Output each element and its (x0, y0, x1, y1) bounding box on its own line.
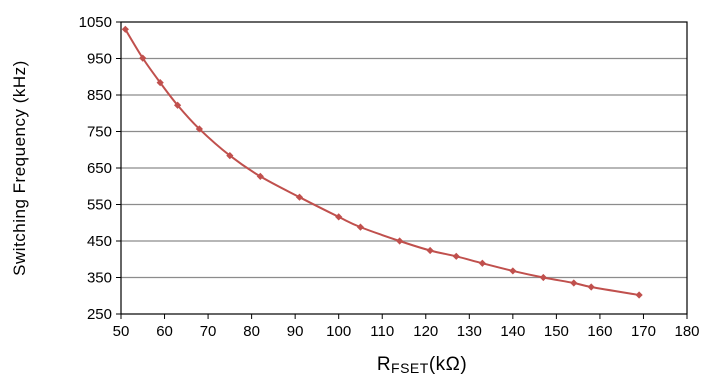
y-axis-label: Switching Frequency (kHz) (10, 60, 29, 276)
data-point (335, 213, 343, 221)
x-tick-label: 170 (631, 323, 656, 340)
x-tick-label: 110 (370, 323, 394, 340)
data-point (509, 267, 517, 275)
data-point (570, 279, 578, 287)
data-point (156, 78, 164, 87)
data-point (452, 252, 460, 260)
data-point (139, 54, 147, 62)
series-line (124, 28, 640, 297)
data-point (478, 259, 486, 267)
data-point (174, 101, 182, 109)
x-tick-label: 150 (544, 323, 569, 340)
data-point (539, 273, 547, 282)
plot-frame (120, 21, 688, 315)
x-tick-label: 90 (287, 323, 304, 340)
x-axis-label-main: R (377, 354, 391, 375)
x-tick-label: 100 (326, 323, 351, 340)
x-axis-label-sub: FSET (391, 360, 429, 376)
data-point (587, 283, 595, 291)
data-point (295, 193, 304, 201)
x-tick-label: 80 (243, 323, 260, 340)
y-tick-labels: 1050 950 850 750 650 550 450 350 250 (79, 14, 112, 323)
x-tick-label: 140 (500, 323, 525, 340)
y-tick-label: 750 (87, 124, 112, 141)
y-tick-label: 350 (87, 270, 112, 287)
x-axis-label: RFSET(kΩ) (377, 354, 467, 376)
grid-lines (116, 21, 688, 319)
series-group (121, 25, 643, 299)
y-tick-label: 550 (87, 197, 112, 214)
y-tick-label: 650 (87, 160, 112, 177)
y-tick-label: 450 (87, 233, 112, 250)
data-point (121, 25, 129, 33)
data-point (356, 223, 365, 231)
data-point (396, 237, 404, 245)
y-tick-label: 850 (87, 87, 112, 104)
x-tick-label: 130 (457, 323, 482, 340)
x-tick-label: 70 (200, 323, 217, 340)
x-tick-label: 180 (674, 323, 699, 340)
x-tick-label: 160 (587, 323, 612, 340)
data-point (195, 125, 203, 133)
x-tick-label: 50 (113, 323, 130, 340)
data-point (256, 172, 264, 180)
data-point (426, 246, 434, 255)
y-tick-label: 950 (87, 51, 112, 68)
y-tick-label: 1050 (79, 14, 112, 31)
y-tick-label: 250 (87, 306, 112, 323)
x-tick-label: 60 (156, 323, 173, 340)
x-axis-label-unit: (kΩ) (429, 354, 467, 375)
x-tick-label: 120 (413, 323, 438, 340)
x-tick-labels: 50 60 70 80 90 100 110 120 130 140 150 160 170 180 (113, 323, 700, 340)
data-point (635, 291, 643, 299)
data-point (226, 151, 234, 160)
